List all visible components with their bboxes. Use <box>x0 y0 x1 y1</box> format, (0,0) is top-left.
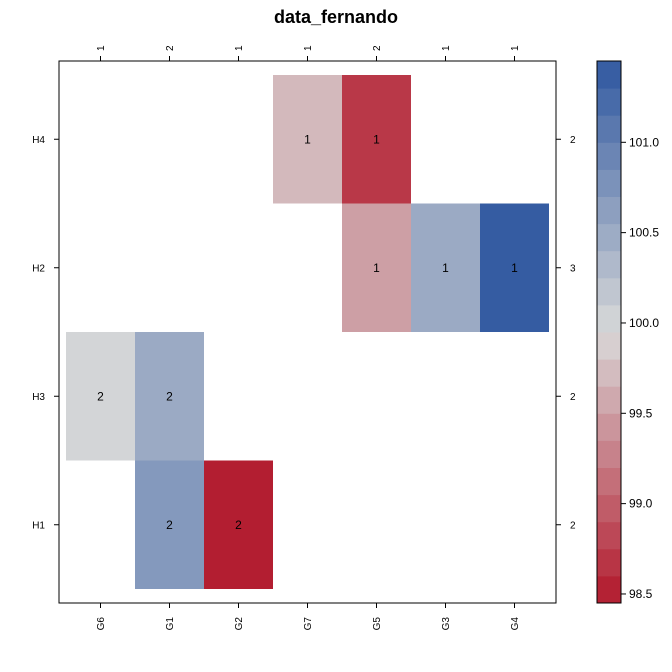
cell-label: 1 <box>442 261 449 275</box>
x-tick-label: G2 <box>234 617 245 631</box>
x-tick-label: G5 <box>372 617 383 631</box>
heatmap-cell-group: 2 <box>135 332 204 461</box>
row-count-label: 2 <box>570 135 576 146</box>
chart-title: data_fernando <box>274 7 398 27</box>
row-count-label: 2 <box>570 392 576 403</box>
colorbar-step <box>597 169 621 197</box>
colorbar-step <box>597 115 621 143</box>
y-tick-label: H2 <box>32 263 45 274</box>
heatmap-cell <box>204 460 273 589</box>
colorbar: 98.5 99.0 99.5 100.0 100.5 101.0 <box>596 60 659 604</box>
colorbar-step <box>597 548 621 577</box>
cell-label: 2 <box>166 389 173 403</box>
colorbar-step <box>597 413 621 441</box>
cells-layer: 1 1 1 1 1 2 2 2 2 <box>66 75 549 589</box>
cell-label: 2 <box>166 518 173 532</box>
column-count-label: 1 <box>510 45 521 51</box>
column-count-label: 1 <box>234 45 245 51</box>
colorbar-step <box>597 575 621 604</box>
colorbar-frame <box>596 60 622 604</box>
column-count-label: 2 <box>372 45 383 51</box>
colorbar-step <box>597 494 621 523</box>
axes-layer: G6 1 G1 2 G2 1 G7 1 G5 2 G3 1 G4 1 H4 2 H2 3 H3 2 H1 2 <box>32 45 576 630</box>
colorbar-tick-label: 99.0 <box>629 497 653 511</box>
colorbar-step <box>597 332 621 360</box>
cell-label: 1 <box>373 261 380 275</box>
heatmap-cell-group: 1 <box>273 75 342 204</box>
colorbar-tick-label: 100.0 <box>629 316 659 330</box>
row-count-label: 3 <box>570 263 576 274</box>
colorbar-step <box>597 250 621 279</box>
colorbar-tick-label: 101.0 <box>629 135 659 149</box>
colorbar-step <box>597 223 621 252</box>
heatmap-cell <box>480 203 549 332</box>
colorbar-tick-label: 99.5 <box>629 406 653 420</box>
heatmap-cell-group: 1 <box>342 203 411 332</box>
colorbar-step <box>597 61 621 89</box>
heatmap-cell <box>135 460 204 589</box>
x-tick-label: G7 <box>303 617 314 631</box>
cell-label: 1 <box>373 132 380 146</box>
colorbar-step <box>597 359 621 387</box>
column-count-label: 1 <box>96 45 107 51</box>
cell-label: 1 <box>511 261 518 275</box>
heatmap-cell <box>342 203 411 332</box>
heatmap-cell <box>66 332 135 461</box>
colorbar-step <box>597 467 621 496</box>
column-count-label: 1 <box>303 45 314 51</box>
heatmap-cell-group: 2 <box>204 460 273 589</box>
colorbar-step <box>597 142 621 170</box>
heatmap-cell <box>411 203 480 332</box>
colorbar-step <box>597 521 621 550</box>
colorbar-step <box>597 196 621 225</box>
heatmap-cell <box>273 75 342 204</box>
cell-label: 2 <box>235 518 242 532</box>
colorbar-step <box>597 440 621 468</box>
x-tick-label: G3 <box>441 617 452 631</box>
column-count-label: 2 <box>165 45 176 51</box>
heatmap-cell-group: 2 <box>66 332 135 461</box>
colorbar-step <box>597 88 621 116</box>
y-tick-label: H3 <box>32 392 45 403</box>
heatmap-cell <box>135 332 204 461</box>
colorbar-tick-label: 100.5 <box>629 226 659 240</box>
heatmap-cell-group: 1 <box>480 203 549 332</box>
y-tick-label: H1 <box>32 520 45 531</box>
heatmap-cell-group: 1 <box>342 75 411 204</box>
colorbar-step <box>597 386 621 414</box>
colorbar-tick-label: 98.5 <box>629 587 653 601</box>
x-tick-label: G6 <box>96 617 107 631</box>
x-tick-label: G4 <box>510 617 521 631</box>
cell-label: 2 <box>97 389 104 403</box>
heatmap-cell-group: 2 <box>135 460 204 589</box>
colorbar-step <box>597 304 621 333</box>
cell-label: 1 <box>304 132 311 146</box>
heatmap-cell <box>342 75 411 204</box>
row-count-label: 2 <box>570 520 576 531</box>
colorbar-step <box>597 277 621 306</box>
column-count-label: 1 <box>441 45 452 51</box>
y-tick-label: H4 <box>32 135 45 146</box>
heatmap-cell-group: 1 <box>411 203 480 332</box>
x-tick-label: G1 <box>165 617 176 631</box>
